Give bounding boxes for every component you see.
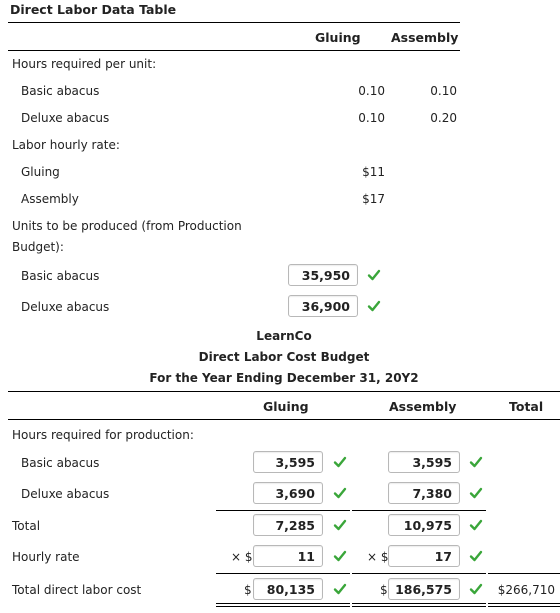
deluxe-gluing-hours-input[interactable]: 3,690 (253, 482, 323, 504)
budget-period: For the Year Ending December 31, 20Y2 (149, 371, 419, 385)
col-header-assembly: Assembly (391, 30, 459, 45)
rate-gluing-label: Gluing (21, 165, 60, 179)
total-gluing-hours-input[interactable]: 7,285 (253, 514, 323, 536)
budget-total-label: Total (12, 519, 41, 533)
units-label-line2: Budget): (12, 240, 64, 254)
units-label-line1: Units to be produced (from Production (12, 219, 242, 233)
check-icon (367, 299, 381, 313)
subtotal-rule (216, 510, 350, 511)
col-header-gluing: Gluing (315, 30, 361, 45)
units-deluxe-input[interactable]: 36,900 (288, 295, 358, 317)
col-header-assembly: Assembly (389, 399, 457, 414)
rate-assembly-input[interactable]: 17 (388, 545, 460, 567)
subtotal-rule (216, 573, 350, 574)
check-icon (333, 486, 347, 500)
subtotal-rule (352, 573, 486, 574)
deluxe-abacus-label: Deluxe abacus (21, 111, 110, 125)
company-name: LearnCo (256, 329, 312, 343)
check-icon (469, 455, 483, 469)
double-rule (352, 606, 486, 607)
subtotal-rule (352, 510, 486, 511)
units-deluxe-label: Deluxe abacus (21, 300, 110, 314)
check-icon (367, 268, 381, 282)
subtotal-rule (488, 573, 560, 574)
rate-assembly-prefix: × $ (367, 550, 389, 564)
basic-gluing-hours-input[interactable]: 3,595 (253, 451, 323, 473)
total-cost-value: $266,710 (497, 583, 555, 597)
double-rule (216, 606, 350, 607)
col-header-gluing: Gluing (263, 399, 309, 414)
total-assembly-hours-input[interactable]: 10,975 (388, 514, 460, 536)
check-icon (469, 549, 483, 563)
divider (8, 50, 460, 51)
check-icon (333, 518, 347, 532)
labor-rate-label: Labor hourly rate: (12, 138, 120, 152)
basic-assembly-hours-input[interactable]: 3,595 (388, 451, 460, 473)
check-icon (469, 518, 483, 532)
check-icon (333, 455, 347, 469)
divider (8, 22, 460, 23)
hours-per-unit-label: Hours required per unit: (12, 57, 157, 71)
cost-gluing-input[interactable]: 80,135 (253, 578, 323, 600)
basic-gluing-hours: 0.10 (358, 84, 385, 98)
check-icon (469, 582, 483, 596)
hourly-rate-label: Hourly rate (12, 550, 80, 564)
budget-title: Direct Labor Cost Budget (198, 350, 370, 364)
deluxe-gluing-hours: 0.10 (358, 111, 385, 125)
data-table-title: Direct Labor Data Table (10, 2, 177, 17)
deluxe-assembly-hours: 0.20 (430, 111, 457, 125)
divider (8, 391, 560, 392)
deluxe-assembly-hours-input[interactable]: 7,380 (388, 482, 460, 504)
rate-gluing-input[interactable]: 11 (253, 545, 323, 567)
double-rule (488, 603, 560, 604)
rate-assembly-value: $17 (362, 192, 385, 206)
basic-abacus-label: Basic abacus (21, 84, 100, 98)
budget-deluxe-label: Deluxe abacus (21, 487, 110, 501)
col-header-total: Total (509, 399, 544, 414)
units-basic-input[interactable]: 35,950 (288, 264, 358, 286)
rate-gluing-value: $11 (362, 165, 385, 179)
basic-assembly-hours: 0.10 (430, 84, 457, 98)
check-icon (333, 549, 347, 563)
total-cost-label: Total direct labor cost (12, 583, 142, 597)
double-rule (488, 606, 560, 607)
double-rule (352, 603, 486, 604)
check-icon (469, 486, 483, 500)
budget-basic-label: Basic abacus (21, 456, 100, 470)
rate-gluing-prefix: × $ (231, 550, 253, 564)
dollar-sign: $ (244, 583, 252, 597)
divider (8, 419, 560, 420)
hours-required-label: Hours required for production: (12, 428, 194, 442)
double-rule (216, 603, 350, 604)
cost-assembly-input[interactable]: 186,575 (388, 578, 460, 600)
dollar-sign: $ (380, 583, 388, 597)
units-basic-label: Basic abacus (21, 269, 100, 283)
check-icon (333, 582, 347, 596)
rate-assembly-label: Assembly (21, 192, 79, 206)
